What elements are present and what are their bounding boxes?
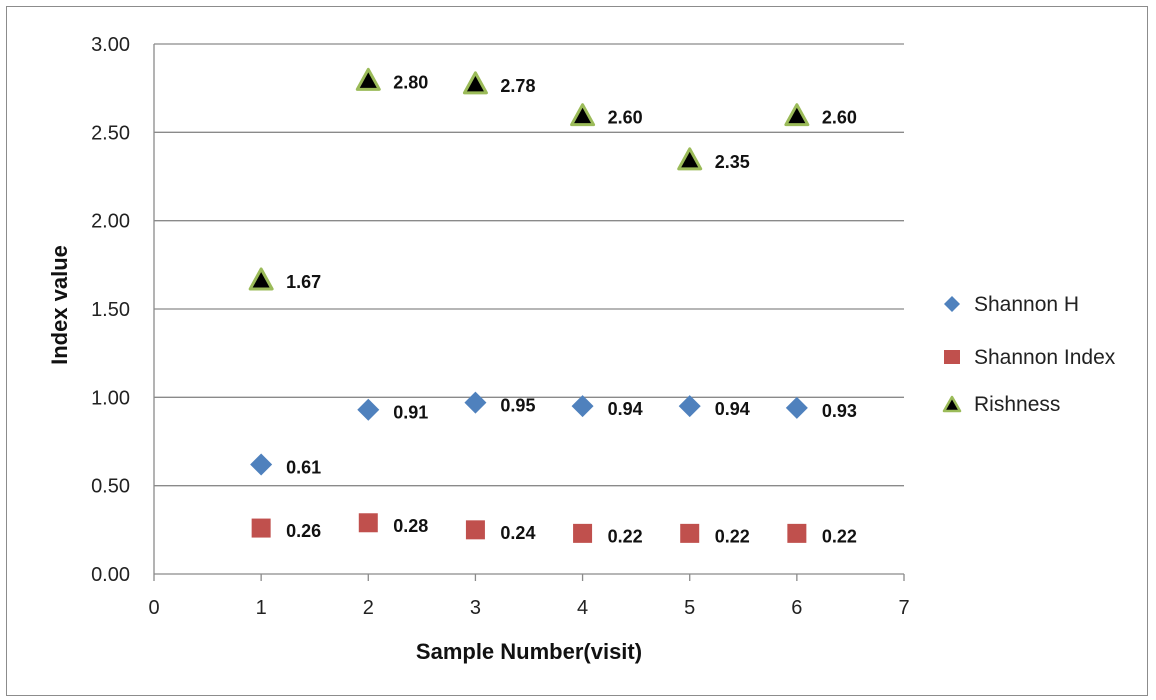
rishness-point	[248, 267, 274, 291]
x-tick-label: 0	[148, 597, 159, 619]
shannon-h-point	[250, 453, 273, 476]
y-tick-label: 1.00	[91, 387, 130, 409]
shannon-index-data-label: 0.26	[286, 521, 321, 541]
rishness-data-label: 2.60	[822, 108, 857, 128]
shannon-h-data-label: 0.94	[608, 399, 643, 419]
shannon-index-data-label: 0.24	[500, 523, 535, 543]
y-tick-label: 3.00	[91, 34, 130, 56]
legend-shannon-h-marker	[944, 296, 960, 312]
y-axis-title: Index value	[47, 245, 72, 365]
shannon-index-data-label: 0.28	[393, 516, 428, 536]
legend-shannon-h-label: Shannon H	[974, 293, 1079, 316]
shannon-h-point	[785, 396, 808, 419]
rishness-point	[784, 103, 810, 127]
shannon-h-data-label: 0.94	[715, 399, 750, 419]
shannon-h-data-label: 0.61	[286, 457, 321, 477]
shannon-index-point	[680, 523, 700, 543]
rishness-point	[462, 71, 488, 95]
y-tick-label: 0.00	[91, 564, 130, 586]
legend-shannon-index-marker	[944, 350, 960, 364]
x-tick-label: 7	[898, 597, 909, 619]
legend-rishness-marker	[942, 395, 962, 413]
x-tick-label: 5	[684, 597, 695, 619]
x-axis-title: Sample Number(visit)	[416, 639, 642, 664]
shannon-index-data-label: 0.22	[608, 526, 643, 546]
shannon-index-point	[573, 523, 593, 543]
y-tick-label: 2.00	[91, 211, 130, 233]
shannon-h-point	[678, 395, 701, 418]
shannon-h-point	[571, 395, 594, 418]
rishness-data-label: 2.80	[393, 72, 428, 92]
x-tick-label: 1	[256, 597, 267, 619]
shannon-index-point	[787, 523, 807, 543]
rishness-data-label: 2.60	[608, 108, 643, 128]
chart-frame: 0.00 0.50 1.00 1.50 2.00 2.50 3.00 0 1 2 3 4 5 6 7 Samp…	[6, 6, 1148, 696]
shannon-h-data-label: 0.95	[500, 396, 535, 416]
y-tick-label: 0.50	[91, 476, 130, 498]
rishness-data-label: 1.67	[286, 272, 321, 292]
y-tick-label: 1.50	[91, 299, 130, 321]
x-tick-label: 3	[470, 597, 481, 619]
rishness-data-label: 2.35	[715, 152, 750, 172]
rishness-point	[677, 147, 703, 171]
rishness-data-label: 2.78	[500, 76, 535, 96]
shannon-index-point	[251, 518, 271, 538]
shannon-h-point	[464, 391, 487, 414]
x-tick-label: 4	[577, 597, 588, 619]
y-tick-label: 2.50	[91, 122, 130, 144]
scatter-chart: 0.00 0.50 1.00 1.50 2.00 2.50 3.00 0 1 2 3 4 5 6 7 Samp…	[47, 34, 1116, 664]
legend-shannon-index-label: Shannon Index	[974, 346, 1116, 369]
shannon-index-point	[465, 520, 485, 540]
shannon-h-point	[357, 398, 380, 421]
x-tick-label: 6	[791, 597, 802, 619]
shannon-index-data-label: 0.22	[822, 526, 857, 546]
x-tick-label: 2	[363, 597, 374, 619]
shannon-index-data-label: 0.22	[715, 526, 750, 546]
legend-rishness-label: Rishness	[974, 393, 1060, 416]
rishness-point	[570, 103, 596, 127]
shannon-index-point	[358, 513, 378, 533]
rishness-point	[355, 67, 381, 91]
shannon-h-data-label: 0.91	[393, 403, 428, 423]
shannon-h-data-label: 0.93	[822, 401, 857, 421]
